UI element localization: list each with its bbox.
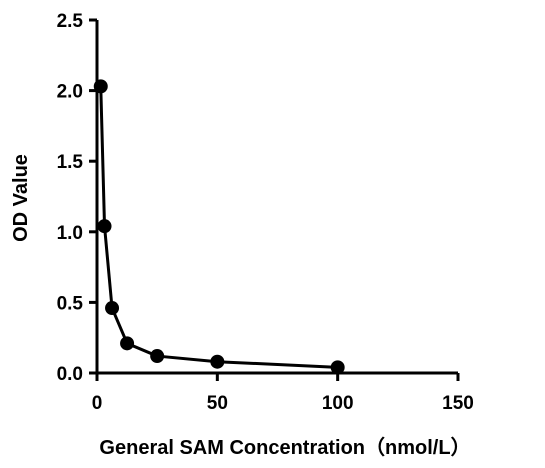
y-tick-label: 0.0	[57, 364, 83, 385]
y-axis-title: OD Value	[10, 154, 32, 242]
series	[93, 79, 345, 375]
x-tick-label: 150	[442, 393, 474, 414]
x-tick-label: 0	[92, 393, 103, 414]
axes	[95, 20, 458, 375]
x-tick-label: 50	[207, 393, 228, 414]
data-point	[97, 219, 112, 234]
series-line	[99, 86, 338, 369]
data-point	[105, 301, 120, 316]
data-point	[120, 336, 135, 351]
y-tick-label: 0.5	[57, 293, 84, 314]
ticks: 0.0 0.5 1.0 1.5 2.0 2.5 0 50 100 150	[57, 11, 474, 414]
y-tick-label: 2.5	[57, 11, 84, 32]
data-point	[210, 354, 225, 369]
data-point	[93, 79, 108, 94]
x-axis-title: General SAM Concentration（nmol/L）	[99, 436, 470, 459]
x-tick-label: 100	[322, 393, 354, 414]
y-tick-label: 1.5	[57, 152, 84, 173]
y-tick-label: 1.0	[57, 223, 83, 244]
data-point	[150, 349, 165, 364]
data-point	[330, 360, 345, 375]
y-tick-label: 2.0	[57, 82, 83, 103]
